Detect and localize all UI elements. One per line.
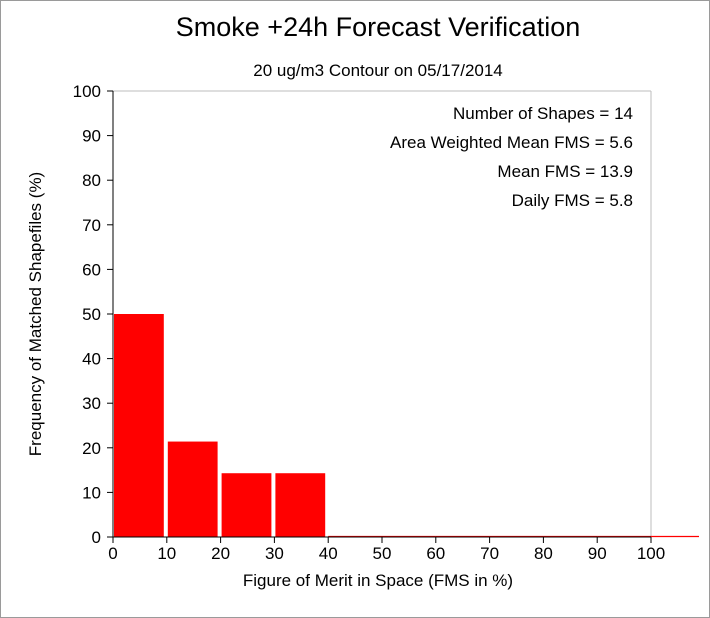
x-tick-label-30: 30 xyxy=(265,544,284,563)
x-tick-label-80: 80 xyxy=(534,544,553,563)
y-tick-label-20: 20 xyxy=(82,439,101,458)
stat-line-2: Mean FMS = 13.9 xyxy=(497,162,633,181)
y-tick-label-70: 70 xyxy=(82,216,101,235)
x-tick-label-60: 60 xyxy=(426,544,445,563)
plot-area: 0 10 20 30 40 50 60 70 80 90 100 0 10 20 30 40 50 60 70 80 9… xyxy=(73,82,699,563)
y-axis-label: Frequency of Matched Shapefiles (%) xyxy=(26,172,45,456)
chart-subtitle: 20 ug/m3 Contour on 05/17/2014 xyxy=(253,61,503,80)
y-tick-label-50: 50 xyxy=(82,305,101,324)
y-tick-label-60: 60 xyxy=(82,260,101,279)
y-tick-label-80: 80 xyxy=(82,171,101,190)
y-tick-label-10: 10 xyxy=(82,483,101,502)
y-tick-label-100: 100 xyxy=(73,82,101,101)
x-tick-label-10: 10 xyxy=(157,544,176,563)
x-tick-label-100: 100 xyxy=(637,544,665,563)
chart-title: Smoke +24h Forecast Verification xyxy=(176,12,580,42)
bar-3 xyxy=(275,473,326,537)
stat-line-1: Area Weighted Mean FMS = 5.6 xyxy=(390,133,633,152)
bar-0 xyxy=(114,314,164,537)
bar-2 xyxy=(221,473,272,537)
stat-line-0: Number of Shapes = 14 xyxy=(453,104,633,123)
stat-line-3: Daily FMS = 5.8 xyxy=(512,191,633,210)
y-tick-label-40: 40 xyxy=(82,350,101,369)
y-tick-label-30: 30 xyxy=(82,394,101,413)
bar-1 xyxy=(167,441,218,537)
x-tick-label-50: 50 xyxy=(373,544,392,563)
x-tick-label-70: 70 xyxy=(480,544,499,563)
x-tick-label-20: 20 xyxy=(211,544,230,563)
x-axis-label: Figure of Merit in Space (FMS in %) xyxy=(243,571,513,590)
y-tick-label-0: 0 xyxy=(92,528,101,547)
x-tick-label-40: 40 xyxy=(319,544,338,563)
y-tick-label-90: 90 xyxy=(82,127,101,146)
x-tick-label-90: 90 xyxy=(588,544,607,563)
x-tick-label-0: 0 xyxy=(108,544,117,563)
